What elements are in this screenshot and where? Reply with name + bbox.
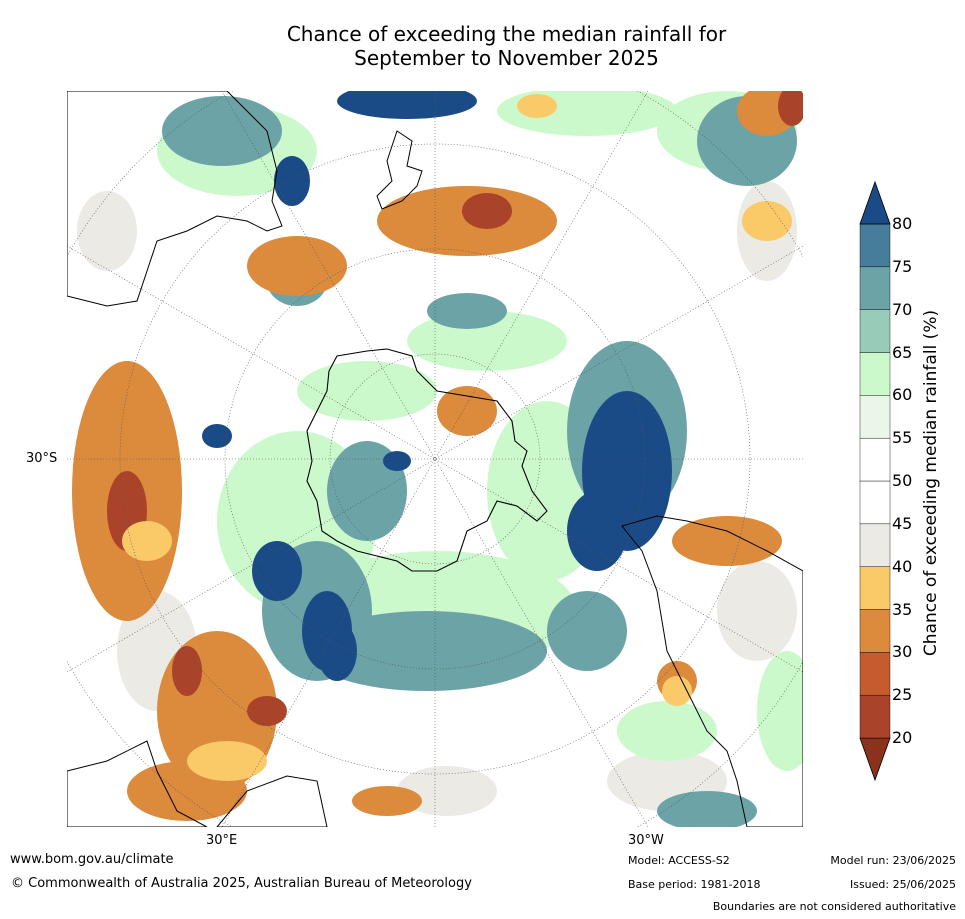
colorbar-segment-40-45 <box>859 523 891 567</box>
colorbar-tick-40: 40 <box>892 556 913 576</box>
new-zealand-coastline <box>376 130 423 210</box>
colorbar-tick-20: 20 <box>892 728 913 747</box>
africa-coastline <box>67 740 328 827</box>
colorbar-tick-45: 45 <box>892 513 913 533</box>
colorbar-tick-30: 30 <box>892 642 913 662</box>
disclaimer-text: Boundaries are not considered authoritat… <box>712 900 956 913</box>
base-period-text: Base period: 1981-2018 <box>628 878 761 891</box>
colorbar-segment-30-35 <box>859 609 891 653</box>
model-run-text: Model run: 23/06/2025 <box>830 854 956 867</box>
title-line-1: Chance of exceeding the median rainfall … <box>286 22 727 46</box>
title-line-2: September to November 2025 <box>354 46 659 70</box>
colorbar-extend-low <box>859 737 891 782</box>
colorbar-tick-70: 70 <box>892 299 913 319</box>
teal-areas <box>162 96 797 827</box>
lon-label-30e: 30°E <box>206 833 238 848</box>
chart-title: Chance of exceeding the median rainfall … <box>0 22 965 70</box>
colorbar-tick-60: 60 <box>892 385 913 405</box>
antarctica-coastline <box>306 348 548 572</box>
colorbar-segment-65-70 <box>859 309 891 353</box>
colorbar-segment-55-60 <box>859 395 891 439</box>
map-svg <box>67 91 803 827</box>
copyright-text: © Commonwealth of Australia 2025, Austra… <box>11 876 472 891</box>
colorbar-segment-25-30 <box>859 652 891 696</box>
lon-label-30w: 30°W <box>628 833 664 848</box>
lat-label-30s: 30°S <box>26 451 58 466</box>
model-text: Model: ACCESS-S2 <box>628 854 730 867</box>
moderately-dry-areas <box>122 94 792 781</box>
colorbar-segment-35-40 <box>859 566 891 610</box>
colorbar <box>859 180 891 782</box>
rainfall-map <box>67 91 803 827</box>
graticule <box>67 91 803 827</box>
colorbar-title: Chance of exceeding median rainfall (%) <box>921 309 941 657</box>
website-link[interactable]: www.bom.gov.au/climate <box>10 852 174 867</box>
colorbar-tick-80: 80 <box>892 214 913 233</box>
colorbar-segment-75-80 <box>859 223 891 268</box>
colorbar-tick-65: 65 <box>892 342 913 362</box>
dark-blue-areas <box>202 91 672 681</box>
colorbar-segment-20-25 <box>859 694 891 739</box>
colorbar-tick-35: 35 <box>892 599 913 619</box>
australia-coastline <box>67 91 283 307</box>
colorbar-tick-55: 55 <box>892 428 913 448</box>
colorbar-segment-50-55 <box>859 437 891 482</box>
colorbar-segment-60-65 <box>859 352 891 396</box>
colorbar-extend-high <box>859 180 891 225</box>
colorbar-tick-50: 50 <box>892 471 913 490</box>
colorbar-segment-45-50 <box>859 480 891 525</box>
issued-text: Issued: 25/06/2025 <box>849 878 956 891</box>
colorbar-segment-70-75 <box>859 266 891 310</box>
colorbar-tick-25: 25 <box>892 685 913 705</box>
south-america-coastline <box>621 515 803 827</box>
colorbar-tick-75: 75 <box>892 256 913 276</box>
